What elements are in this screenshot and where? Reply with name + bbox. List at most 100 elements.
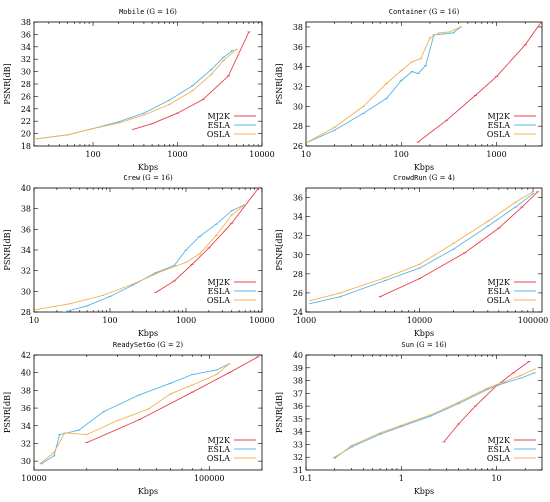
- y-tick-label: 28: [293, 270, 303, 279]
- series-line: [310, 193, 534, 304]
- y-tick-label: 28: [293, 122, 303, 131]
- chart-title-name: Container: [389, 8, 427, 16]
- x-axis-label: Kbps: [414, 487, 434, 496]
- y-axis-label: PSNR[dB]: [3, 392, 12, 433]
- y-tick-label: 28: [21, 308, 31, 317]
- series-osla: [306, 26, 463, 144]
- chart-panel-1: Mobile (G = 16) 18 20 22 24 26 28 30 32 34 36 38 100…: [3, 8, 275, 172]
- y-tick-label: 36: [293, 402, 303, 411]
- chart-title-param: (G = 2): [155, 341, 183, 349]
- y-tick-label: 26: [293, 142, 303, 151]
- series-line: [310, 191, 534, 302]
- y-tick-label: 26: [293, 289, 303, 298]
- y-tick-label: 30: [293, 102, 303, 111]
- series-mj2k: [442, 360, 531, 443]
- plot-frame: [305, 354, 543, 471]
- y-tick-label: 30: [21, 457, 31, 466]
- legend-label: ESLA: [208, 121, 231, 130]
- y-tick-label: 24: [21, 105, 31, 114]
- series-line: [306, 26, 461, 144]
- x-tick-label: 1: [399, 474, 404, 483]
- y-axis-label: PSNR[dB]: [3, 229, 12, 270]
- y-tick-label: 32: [293, 232, 303, 241]
- series-osla: [309, 191, 535, 302]
- legend-label: OSLA: [487, 130, 510, 139]
- series-line: [41, 363, 230, 465]
- legend-label: MJ2K: [208, 436, 231, 445]
- y-tick-label: 34: [293, 63, 303, 72]
- x-tick-label: 10: [29, 316, 39, 325]
- series-line: [34, 50, 233, 140]
- x-tick-label: 1000: [296, 316, 316, 325]
- x-tick-label: 10000: [21, 474, 46, 483]
- legend-label: ESLA: [488, 287, 511, 296]
- legend-label: OSLA: [487, 296, 510, 305]
- chart-title-param: (G = 16): [140, 174, 173, 182]
- chart-title-name: Sun: [401, 341, 414, 349]
- series-line: [334, 368, 535, 459]
- legend-label: ESLA: [488, 445, 511, 454]
- y-tick-label: 30: [21, 287, 31, 296]
- chart-title: ReadySetGo (G = 2): [113, 341, 183, 349]
- y-tick-label: 28: [21, 80, 31, 89]
- x-tick-label: 100: [85, 150, 100, 159]
- y-tick-label: 34: [293, 428, 303, 437]
- y-tick-label: 31: [293, 466, 303, 475]
- y-tick-label: 30: [21, 68, 31, 77]
- chart-title: Container (G = 16): [389, 8, 460, 16]
- chart-title-param: (G = 4): [427, 174, 455, 182]
- series-mj2k: [154, 188, 261, 293]
- y-tick-label: 36: [293, 194, 303, 203]
- legend-label: OSLA: [207, 130, 230, 139]
- y-tick-label: 35: [293, 415, 303, 424]
- x-tick-label: 100: [394, 150, 409, 159]
- series-osla: [34, 204, 247, 311]
- x-tick-label: 10000: [249, 316, 274, 325]
- chart-title-name: CrowdRun: [393, 174, 427, 182]
- y-axis-label: PSNR[dB]: [275, 229, 284, 270]
- chart-title-name: ReadySetGo: [113, 341, 155, 349]
- y-tick-label: 40: [293, 351, 303, 360]
- chart-panel-3: Crew (G = 16) 28 30 32 34 36 38 40 10 100 1000 1000…: [3, 174, 275, 338]
- y-tick-label: 18: [21, 142, 31, 151]
- series-esla: [309, 193, 535, 304]
- y-tick-label: 36: [21, 30, 31, 39]
- x-axis-label: Kbps: [138, 329, 158, 338]
- chart-title-param: (G = 16): [414, 341, 447, 349]
- series-osla: [34, 48, 239, 140]
- y-tick-label: 36: [21, 225, 31, 234]
- x-axis-label: Kbps: [138, 163, 158, 172]
- plot-frame: [305, 187, 543, 313]
- chart-panel-5: ReadySetGo (G = 2) 30 32 34 36 38 40 42 10000 100…: [3, 341, 263, 496]
- series-line: [306, 26, 461, 144]
- y-tick-label: 32: [293, 82, 303, 91]
- y-tick-label: 26: [21, 92, 31, 101]
- legend-label: MJ2K: [488, 112, 511, 121]
- series-line: [443, 361, 530, 443]
- chart-panel-2: Container (G = 16) 26 28 30 32 34 36 38 10 100 100…: [275, 8, 543, 172]
- series-esla: [34, 50, 235, 140]
- series-line: [86, 356, 259, 444]
- y-axis-label: PSNR[dB]: [275, 392, 284, 433]
- chart-title: Mobile (G = 16): [119, 8, 177, 16]
- y-tick-label: 42: [21, 351, 31, 360]
- series-line: [133, 31, 250, 130]
- legend-label: MJ2K: [208, 112, 231, 121]
- legend-label: ESLA: [208, 445, 231, 454]
- y-tick-label: 38: [21, 18, 31, 27]
- plot-frame: [305, 21, 543, 147]
- y-tick-label: 32: [21, 439, 31, 448]
- y-tick-label: 40: [21, 184, 31, 193]
- x-tick-label: 0.1: [300, 474, 313, 483]
- legend-label: ESLA: [208, 287, 231, 296]
- series-mj2k: [416, 22, 542, 143]
- series-line: [34, 48, 237, 140]
- x-tick-label: 100000: [194, 474, 225, 483]
- y-tick-label: 30: [293, 251, 303, 260]
- x-tick-label: 1000: [167, 150, 187, 159]
